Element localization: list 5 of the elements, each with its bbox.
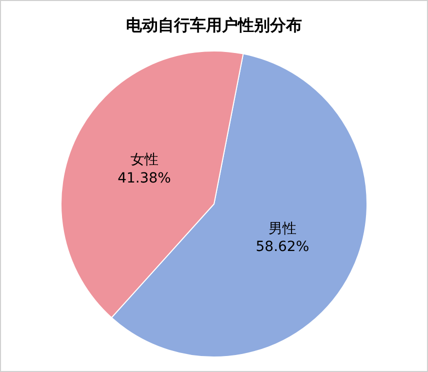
chart-title: 电动自行车用户性别分布 [126, 16, 302, 35]
slice-label: 女性 [130, 152, 158, 168]
data-label: 58.62% [256, 239, 310, 256]
slice-label: 男性 [268, 221, 296, 238]
data-label: 41.38% [118, 170, 171, 186]
